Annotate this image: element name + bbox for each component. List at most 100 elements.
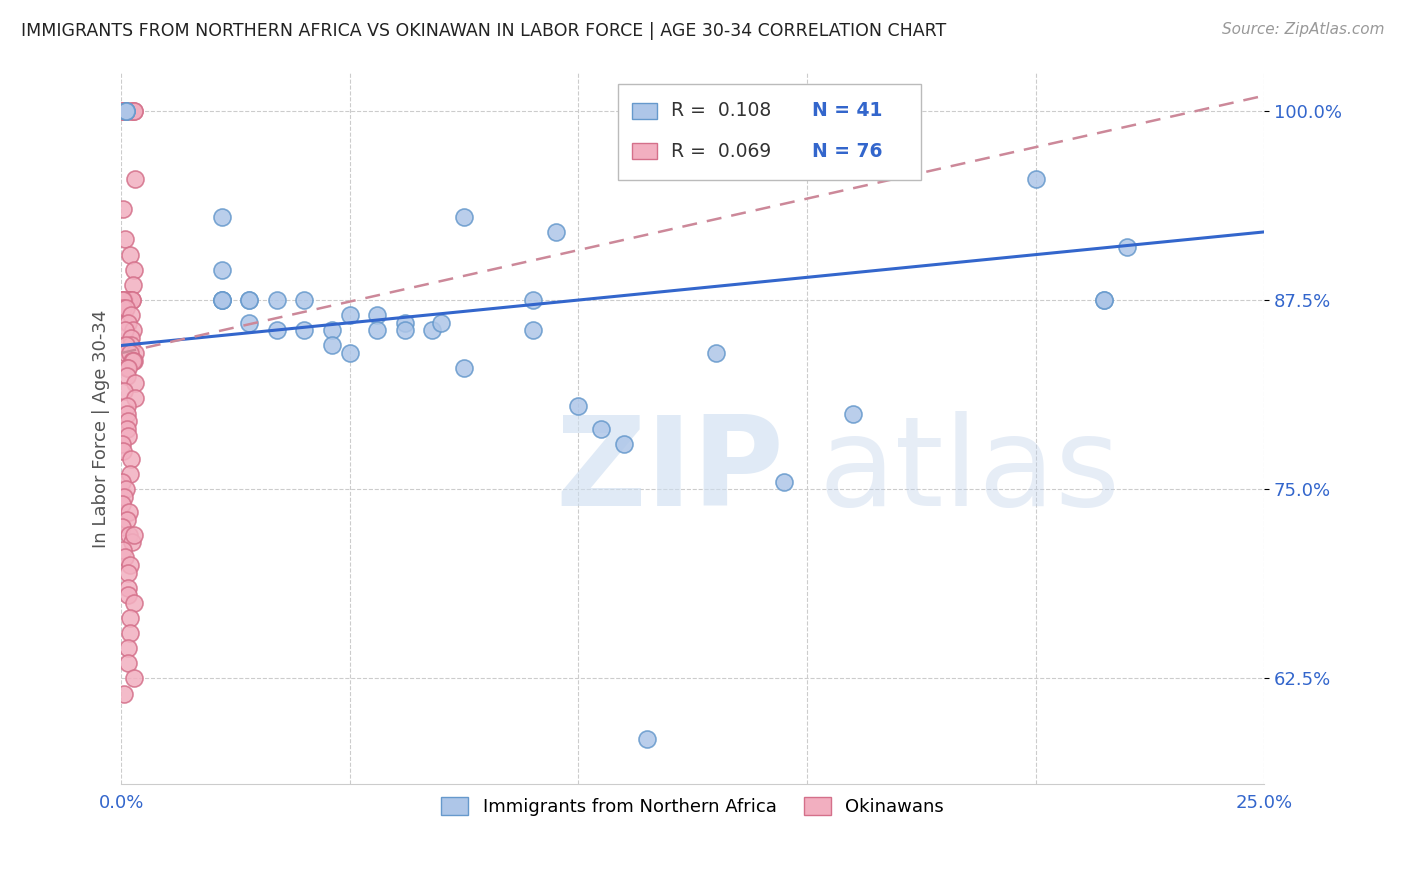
Bar (633, 144, 658, 159)
Point (117, 414, 139, 428)
Point (120, 467, 142, 482)
Point (117, 293, 139, 307)
Point (111, 103, 134, 118)
Point (118, 103, 141, 118)
Point (339, 308, 361, 322)
Point (112, 103, 135, 118)
Point (112, 301, 135, 315)
Point (292, 293, 315, 307)
Point (292, 323, 315, 337)
Point (117, 429, 139, 443)
Point (124, 392, 146, 406)
Point (115, 422, 138, 436)
Point (121, 293, 143, 307)
Point (111, 293, 134, 307)
Point (124, 353, 146, 368)
Point (420, 323, 443, 337)
Point (115, 346, 138, 360)
Point (339, 346, 361, 360)
Point (1025, 172, 1047, 186)
Point (522, 293, 544, 307)
Point (122, 277, 145, 292)
Legend: Immigrants from Northern Africa, Okinawans: Immigrants from Northern Africa, Okinawa… (432, 788, 953, 825)
Point (211, 262, 233, 277)
Point (266, 323, 288, 337)
Point (112, 384, 135, 398)
Point (111, 437, 134, 451)
Point (122, 103, 145, 118)
Point (238, 293, 260, 307)
Point (567, 399, 589, 413)
Y-axis label: In Labor Force | Age 30-34: In Labor Force | Age 30-34 (93, 310, 110, 548)
Text: R =  0.108: R = 0.108 (671, 101, 772, 120)
Point (238, 316, 260, 330)
Point (115, 103, 138, 118)
Point (121, 103, 143, 118)
Point (591, 422, 613, 436)
Point (211, 210, 233, 224)
Point (115, 338, 138, 352)
Point (115, 103, 138, 118)
Point (114, 550, 136, 565)
Point (430, 316, 453, 330)
Point (114, 103, 136, 118)
Point (115, 512, 138, 526)
Point (110, 293, 132, 307)
Point (704, 346, 727, 360)
Point (117, 316, 139, 330)
Point (111, 497, 134, 511)
Point (111, 444, 134, 458)
Point (120, 338, 142, 352)
Point (211, 293, 233, 307)
Point (841, 407, 863, 421)
Point (366, 308, 388, 322)
Point (121, 353, 143, 368)
Point (114, 482, 136, 496)
Point (522, 323, 544, 337)
Point (117, 657, 139, 671)
Point (124, 262, 146, 277)
Point (121, 331, 143, 345)
Point (121, 452, 143, 467)
Point (112, 202, 135, 217)
Point (124, 527, 146, 541)
Point (115, 399, 138, 413)
FancyBboxPatch shape (619, 84, 921, 179)
Point (122, 596, 145, 610)
Point (112, 293, 135, 307)
Point (453, 210, 475, 224)
Point (122, 103, 145, 118)
Point (111, 520, 134, 534)
Point (121, 535, 143, 549)
Point (366, 323, 388, 337)
Point (121, 293, 143, 307)
Point (115, 368, 138, 383)
Point (115, 361, 138, 376)
Point (453, 361, 475, 376)
Text: N = 41: N = 41 (811, 101, 882, 120)
Point (115, 103, 138, 118)
Text: N = 76: N = 76 (811, 142, 882, 161)
Point (117, 581, 139, 595)
Point (114, 323, 136, 337)
Point (124, 346, 146, 360)
Point (111, 542, 134, 557)
Point (124, 376, 146, 391)
Point (118, 247, 141, 261)
Point (117, 505, 139, 519)
Point (636, 731, 658, 746)
Point (211, 293, 233, 307)
Point (114, 301, 136, 315)
Point (117, 407, 139, 421)
Point (124, 172, 146, 186)
Point (118, 346, 141, 360)
Text: IMMIGRANTS FROM NORTHERN AFRICA VS OKINAWAN IN LABOR FORCE | AGE 30-34 CORRELATI: IMMIGRANTS FROM NORTHERN AFRICA VS OKINA… (21, 22, 946, 40)
Text: atlas: atlas (818, 411, 1121, 532)
Point (544, 225, 567, 239)
Point (117, 641, 139, 656)
Point (118, 626, 141, 640)
Point (613, 437, 636, 451)
Point (117, 566, 139, 580)
Text: R =  0.069: R = 0.069 (671, 142, 772, 161)
Point (121, 323, 143, 337)
